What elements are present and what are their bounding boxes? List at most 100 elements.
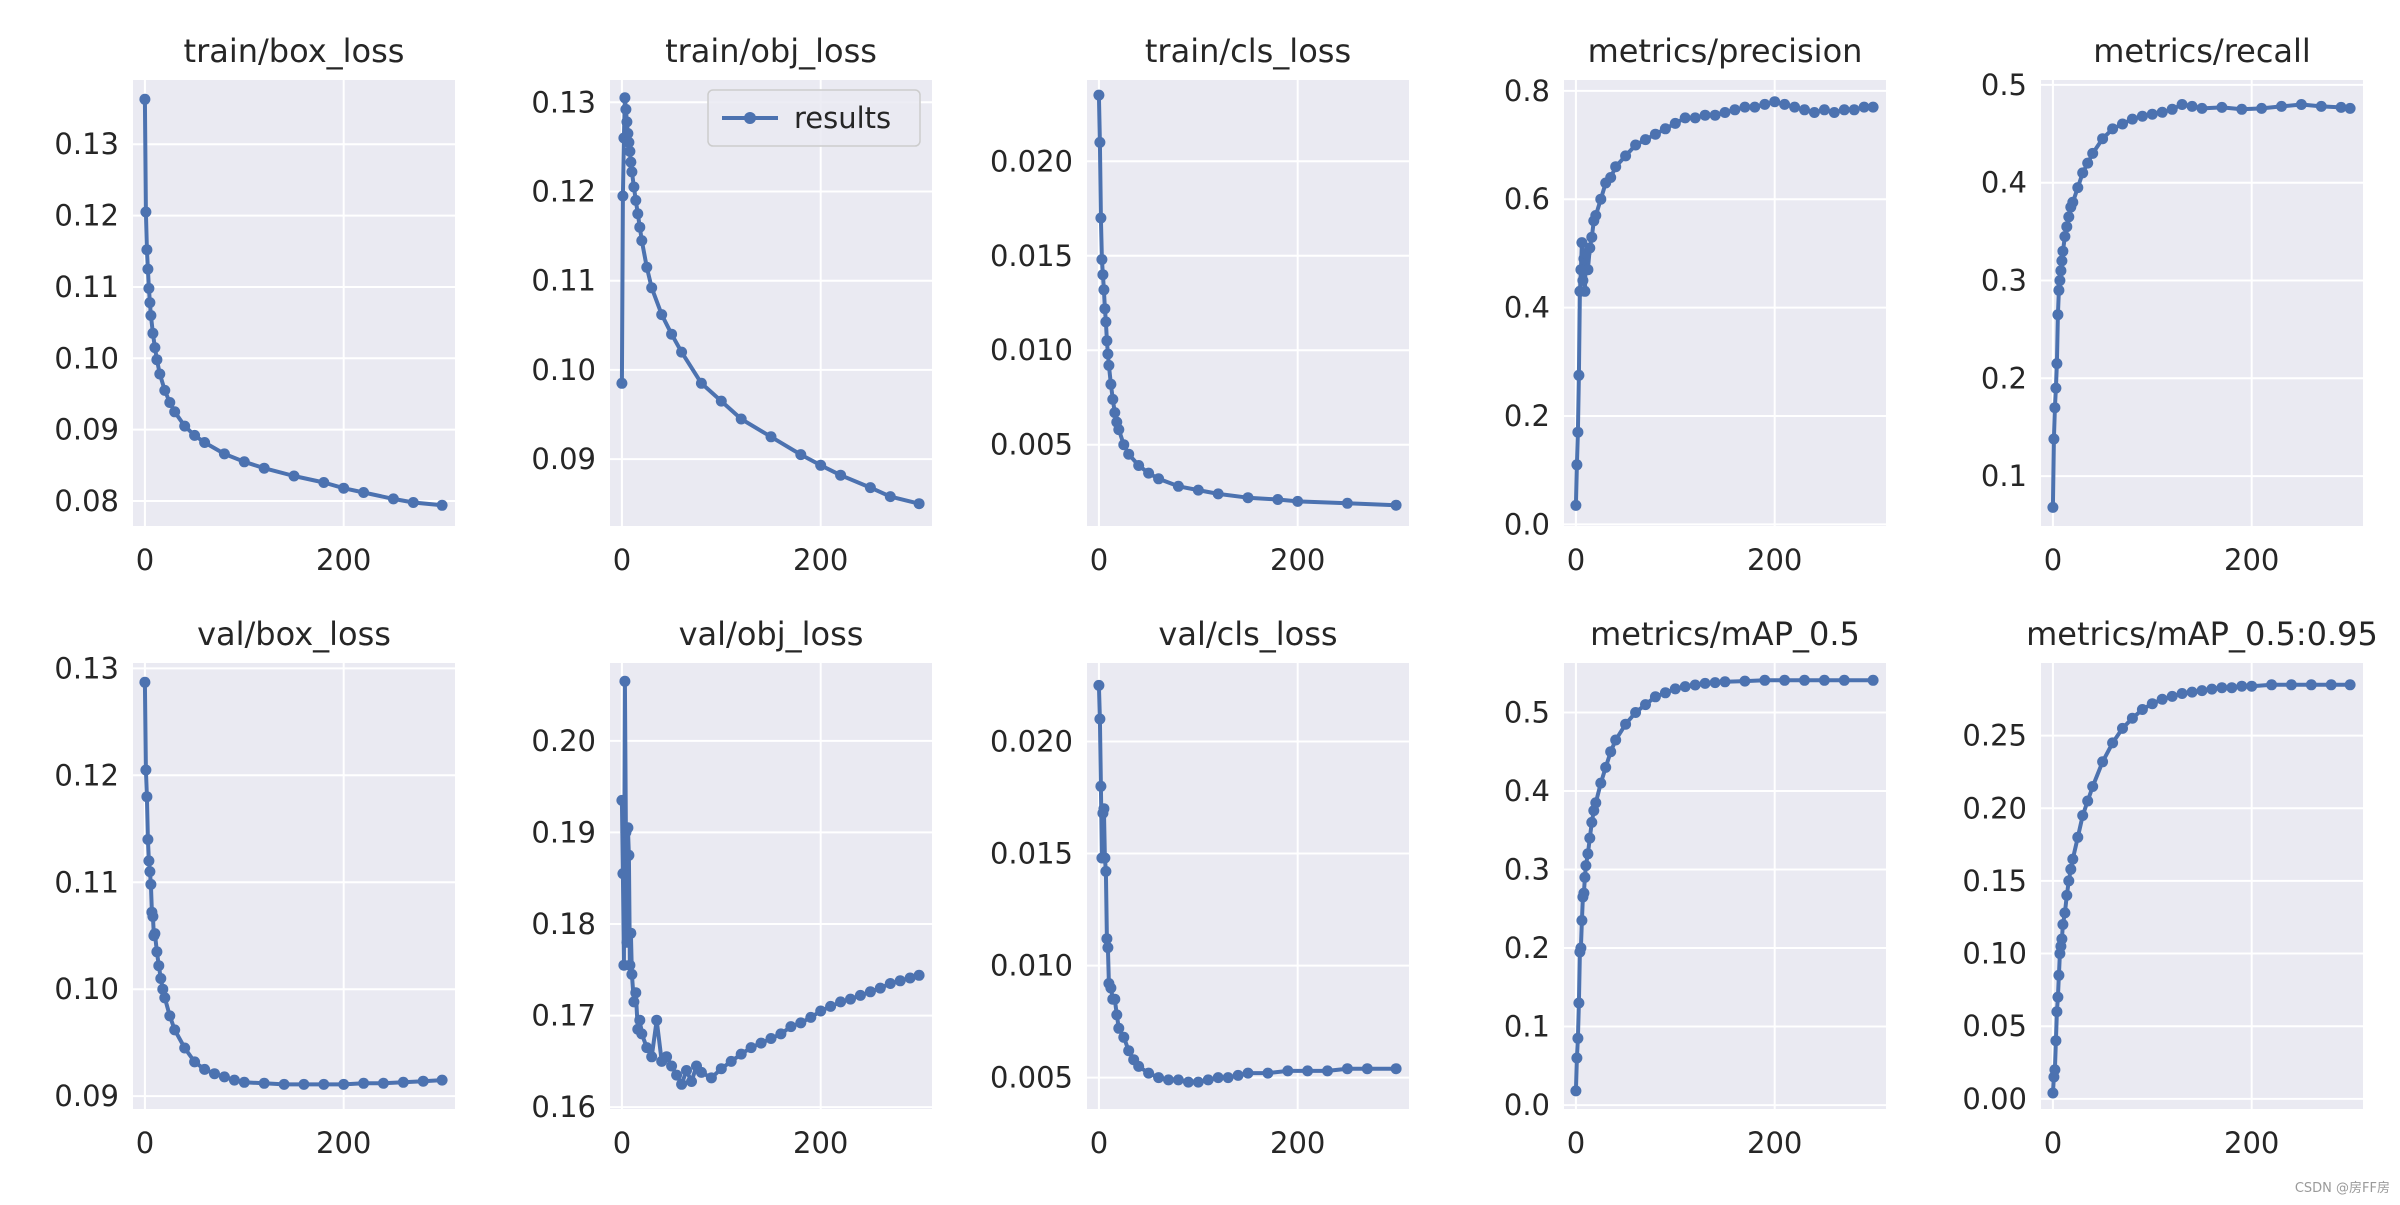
data-point	[695, 377, 707, 389]
data-point	[1232, 1069, 1244, 1081]
data-point	[1610, 734, 1622, 746]
data-point	[218, 1071, 230, 1083]
x-tick-label: 200	[2224, 1126, 2279, 1160]
data-point	[1242, 492, 1254, 504]
subplot-title: train/cls_loss	[1145, 32, 1351, 70]
data-point	[2146, 108, 2158, 120]
data-point	[1858, 101, 1870, 113]
data-point	[1202, 1074, 1214, 1086]
data-point	[623, 136, 635, 148]
data-point	[1098, 803, 1110, 815]
data-point	[845, 993, 856, 1005]
data-point	[1590, 797, 1602, 809]
data-point	[1659, 123, 1671, 135]
data-point	[1572, 1032, 1584, 1044]
data-point	[755, 1037, 767, 1049]
data-point	[1093, 89, 1105, 101]
data-point	[621, 936, 633, 948]
y-tick-label: 0.6	[1504, 182, 1550, 216]
subplot-2: 0.09 0.10 0.11 0.12 0.13 0 200 train/obj_lossre…	[531, 32, 932, 577]
data-point	[686, 1076, 697, 1087]
y-tick-label: 0.09	[531, 442, 596, 476]
y-tick-label: 0.010	[990, 333, 1073, 367]
data-point	[681, 1065, 692, 1076]
data-point	[1575, 942, 1587, 954]
subplot-9: 0.0 0.1 0.2 0.3 0.4 0.5 0 200 metrics/mAP_0.5	[1504, 615, 1886, 1160]
data-point	[1570, 499, 1582, 511]
data-point	[142, 834, 154, 845]
plot-area	[1087, 80, 1409, 526]
data-point	[1101, 933, 1113, 945]
data-point	[1572, 426, 1584, 438]
data-point	[1779, 98, 1791, 110]
data-point	[2087, 781, 2099, 792]
data-point	[179, 420, 191, 432]
data-point	[775, 1028, 787, 1040]
data-point	[904, 972, 916, 984]
data-point	[1640, 699, 1651, 711]
data-point	[622, 822, 634, 834]
y-tick-label: 0.00	[1962, 1082, 2027, 1116]
data-point	[2059, 231, 2071, 242]
data-point	[636, 1028, 648, 1040]
data-point	[2146, 698, 2158, 710]
data-point	[2063, 875, 2075, 887]
data-point	[1292, 495, 1304, 507]
y-tick-label: 0.005	[990, 1061, 1073, 1095]
data-point	[884, 978, 896, 989]
data-point	[338, 482, 350, 494]
data-point	[864, 482, 876, 494]
data-point	[795, 1017, 807, 1029]
y-tick-label: 0.015	[990, 837, 1073, 871]
data-point	[298, 1078, 310, 1090]
data-point	[2226, 682, 2238, 694]
data-point	[884, 491, 896, 503]
data-point	[715, 1063, 727, 1075]
plot-area	[1564, 80, 1886, 526]
data-point	[835, 996, 847, 1008]
subplot-8: 0.005 0.010 0.015 0.020 0 200 val/cls_loss	[990, 615, 1409, 1160]
data-point	[1109, 407, 1121, 419]
data-point	[228, 1074, 240, 1086]
data-point	[666, 328, 678, 340]
data-point	[1586, 231, 1598, 243]
data-point	[2077, 167, 2089, 179]
data-point	[1838, 104, 1850, 116]
data-point	[1689, 112, 1701, 124]
data-point	[238, 456, 250, 468]
subplot-title: val/box_loss	[197, 615, 391, 653]
data-point	[2156, 106, 2168, 118]
data-point	[149, 928, 161, 940]
data-point	[2053, 969, 2065, 981]
data-point	[1709, 109, 1721, 121]
data-point	[1095, 780, 1107, 792]
data-point	[1590, 210, 1602, 221]
data-point	[1100, 865, 1112, 877]
plot-area	[133, 663, 455, 1109]
x-tick-label: 200	[316, 543, 371, 577]
data-point	[1113, 424, 1125, 436]
data-point	[1867, 674, 1879, 686]
subplot-title: val/obj_loss	[679, 615, 864, 653]
data-point	[1578, 887, 1590, 899]
data-point	[2051, 1006, 2063, 1018]
y-tick-label: 0.2	[1504, 399, 1550, 433]
data-point	[1262, 1067, 1274, 1079]
plot-area	[2041, 80, 2363, 526]
y-tick-label: 0.09	[54, 413, 119, 447]
data-point	[1570, 1085, 1582, 1097]
data-point	[1867, 101, 1879, 113]
data-point	[2047, 1087, 2059, 1099]
data-point	[1571, 1052, 1583, 1064]
data-point	[913, 498, 925, 510]
data-point	[2097, 133, 2109, 145]
y-tick-label: 0.020	[990, 724, 1073, 758]
data-point	[1769, 96, 1781, 108]
data-point	[620, 103, 632, 115]
data-point	[1620, 150, 1632, 162]
data-point	[1133, 1060, 1145, 1072]
data-point	[278, 1078, 290, 1090]
data-point	[1577, 275, 1589, 286]
data-point	[2166, 103, 2178, 115]
